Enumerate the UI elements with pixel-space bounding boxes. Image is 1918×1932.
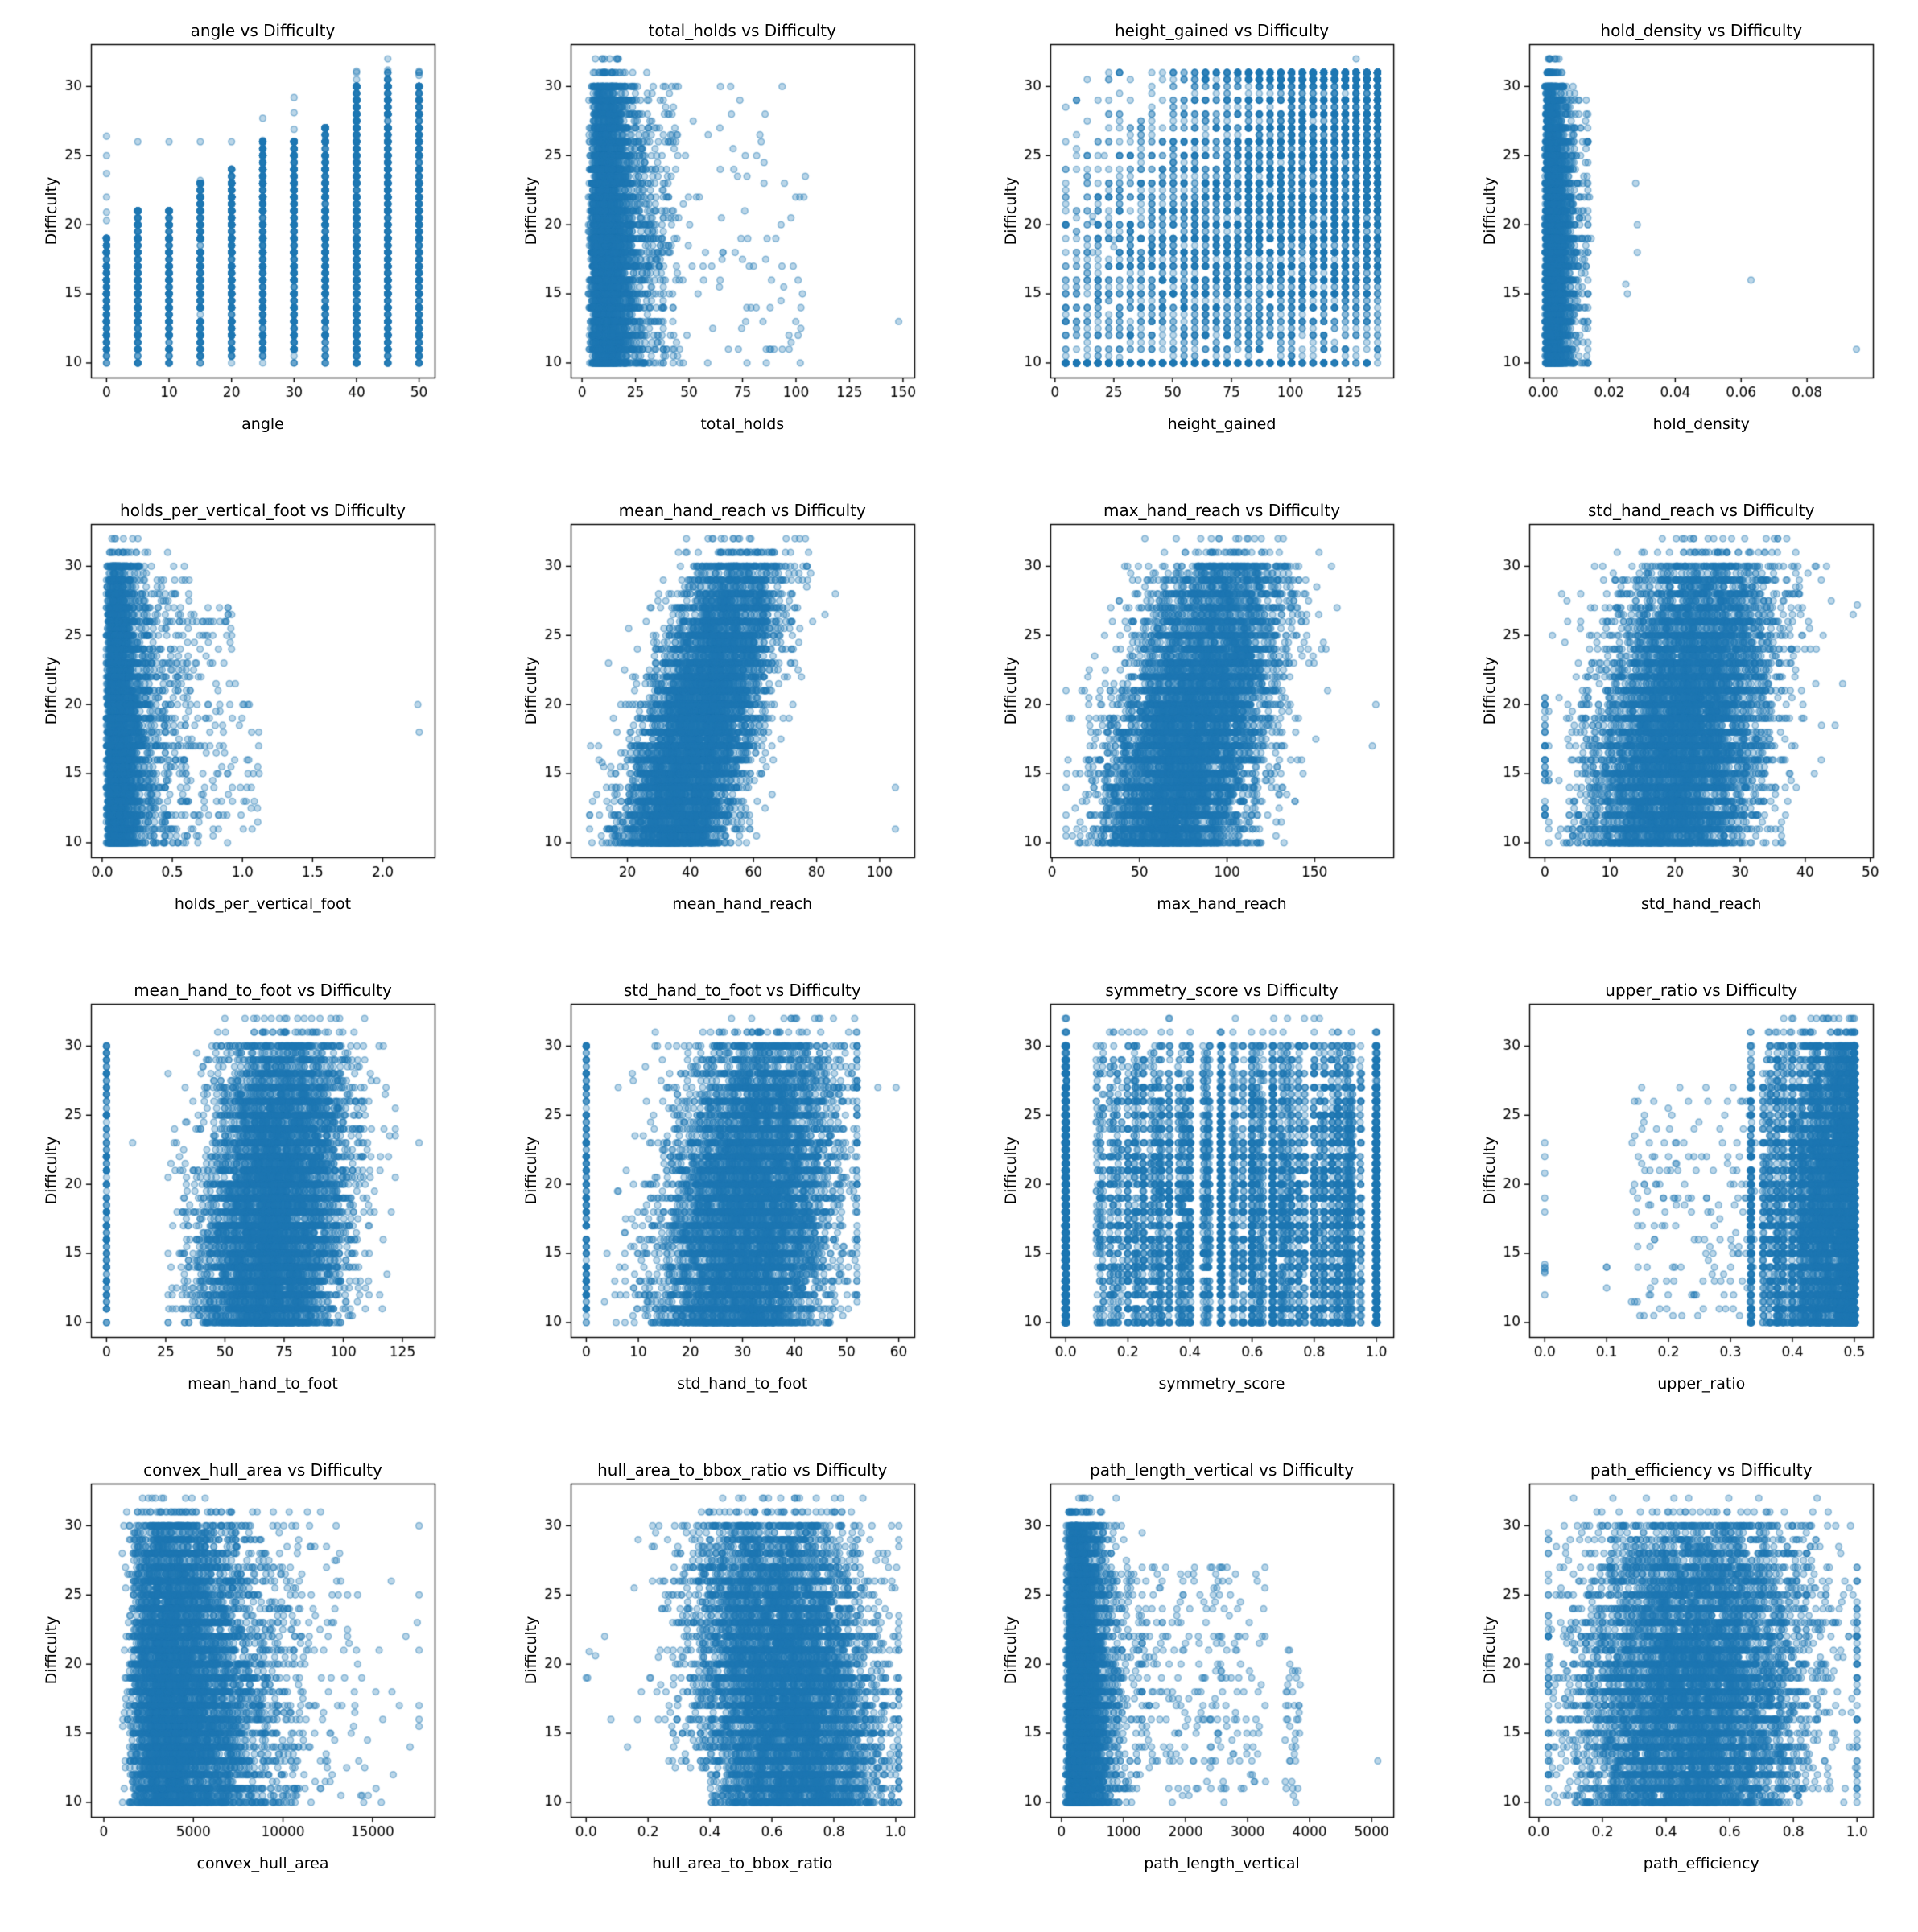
subplot-angle: angle vs Difficulty angle Difficulty (32, 13, 512, 493)
scatter-canvas-total-holds (511, 13, 992, 493)
x-axis-label: holds_per_vertical_foot (174, 895, 352, 913)
x-axis-label: max_hand_reach (1157, 895, 1287, 913)
scatter-canvas-std-hand-to-foot (511, 972, 992, 1452)
subplot-total-holds: total_holds vs Difficulty total_holds Di… (511, 13, 992, 493)
subplot-height-gained: height_gained vs Difficulty height_gaine… (991, 13, 1471, 493)
subplot-path-efficiency: path_efficiency vs Difficulty path_effic… (1470, 1452, 1918, 1932)
plot-title: hull_area_to_bbox_ratio vs Difficulty (597, 1460, 888, 1480)
y-axis-label: Difficulty (1481, 176, 1499, 246)
plot-title: upper_ratio vs Difficulty (1605, 980, 1798, 1000)
scatter-canvas-height-gained (991, 13, 1471, 493)
plot-title: mean_hand_reach vs Difficulty (618, 501, 866, 520)
plot-title: std_hand_reach vs Difficulty (1588, 501, 1815, 520)
plot-title: symmetry_score vs Difficulty (1105, 980, 1338, 1000)
subplot-holds-per-vertical-foot: holds_per_vertical_foot vs Difficulty ho… (32, 493, 512, 972)
y-axis-label: Difficulty (1481, 656, 1499, 725)
x-axis-label: hull_area_to_bbox_ratio (652, 1855, 833, 1872)
y-axis-label: Difficulty (43, 1616, 60, 1685)
scatter-canvas-mean-hand-to-foot (32, 972, 512, 1452)
subplot-max-hand-reach: max_hand_reach vs Difficulty max_hand_re… (991, 493, 1471, 972)
x-axis-label: angle (241, 415, 284, 433)
subplot-symmetry-score: symmetry_score vs Difficulty symmetry_sc… (991, 972, 1471, 1452)
subplot-mean-hand-to-foot: mean_hand_to_foot vs Difficulty mean_han… (32, 972, 512, 1452)
scatter-canvas-holds-per-vertical-foot (32, 493, 512, 972)
x-axis-label: std_hand_reach (1641, 895, 1762, 913)
scatter-canvas-hold-density (1470, 13, 1918, 493)
x-axis-label: mean_hand_to_foot (188, 1375, 338, 1393)
x-axis-label: path_length_vertical (1144, 1855, 1300, 1872)
x-axis-label: height_gained (1167, 415, 1277, 433)
y-axis-label: Difficulty (1001, 656, 1020, 725)
plot-title: mean_hand_to_foot vs Difficulty (134, 980, 392, 1000)
scatter-canvas-convex-hull-area (32, 1452, 512, 1932)
plot-title: angle vs Difficulty (190, 21, 336, 40)
y-axis-label: Difficulty (1481, 1616, 1499, 1685)
y-axis-label: Difficulty (1001, 1616, 1020, 1685)
plot-title: std_hand_to_foot vs Difficulty (623, 980, 861, 1000)
y-axis-label: Difficulty (522, 176, 540, 246)
y-axis-label: Difficulty (43, 656, 60, 725)
subplot-std-hand-to-foot: std_hand_to_foot vs Difficulty std_hand_… (511, 972, 992, 1452)
scatter-canvas-path-efficiency (1470, 1452, 1918, 1932)
plot-title: max_hand_reach vs Difficulty (1103, 501, 1341, 520)
y-axis-label: Difficulty (43, 176, 60, 246)
plot-title: path_length_vertical vs Difficulty (1090, 1460, 1354, 1480)
y-axis-label: Difficulty (522, 1616, 540, 1685)
scatter-canvas-upper-ratio (1470, 972, 1918, 1452)
scatter-canvas-symmetry-score (991, 972, 1471, 1452)
plot-title: total_holds vs Difficulty (648, 21, 837, 40)
plot-title: holds_per_vertical_foot vs Difficulty (120, 501, 406, 520)
subplot-mean-hand-reach: mean_hand_reach vs Difficulty mean_hand_… (511, 493, 992, 972)
x-axis-label: mean_hand_reach (672, 895, 813, 913)
x-axis-label: path_efficiency (1643, 1855, 1759, 1872)
y-axis-label: Difficulty (1001, 1136, 1020, 1205)
y-axis-label: Difficulty (522, 656, 540, 725)
scatter-canvas-hull-area-to-bbox-ratio (511, 1452, 992, 1932)
y-axis-label: Difficulty (522, 1136, 540, 1205)
subplot-convex-hull-area: convex_hull_area vs Difficulty convex_hu… (32, 1452, 512, 1932)
y-axis-label: Difficulty (1481, 1136, 1499, 1205)
plot-title: convex_hull_area vs Difficulty (143, 1460, 382, 1480)
y-axis-label: Difficulty (43, 1136, 60, 1205)
plot-title: path_efficiency vs Difficulty (1590, 1460, 1813, 1480)
scatter-canvas-angle (32, 13, 512, 493)
scatter-canvas-mean-hand-reach (511, 493, 992, 972)
scatter-canvas-path-length-vertical (991, 1452, 1471, 1932)
plot-title: height_gained vs Difficulty (1114, 21, 1330, 40)
scatter-canvas-max-hand-reach (991, 493, 1471, 972)
x-axis-label: std_hand_to_foot (677, 1375, 808, 1393)
subplot-hold-density: hold_density vs Difficulty hold_density … (1470, 13, 1918, 493)
x-axis-label: upper_ratio (1657, 1375, 1746, 1393)
scatter-canvas-std-hand-reach (1470, 493, 1918, 972)
subplot-path-length-vertical: path_length_vertical vs Difficulty path_… (991, 1452, 1471, 1932)
plot-title: hold_density vs Difficulty (1600, 21, 1803, 40)
x-axis-label: symmetry_score (1158, 1375, 1285, 1393)
x-axis-label: total_holds (700, 415, 785, 433)
y-axis-label: Difficulty (1001, 176, 1020, 246)
x-axis-label: hold_density (1652, 415, 1750, 433)
subplot-upper-ratio: upper_ratio vs Difficulty upper_ratio Di… (1470, 972, 1918, 1452)
subplot-std-hand-reach: std_hand_reach vs Difficulty std_hand_re… (1470, 493, 1918, 972)
x-axis-label: convex_hull_area (196, 1855, 329, 1872)
subplot-hull-area-to-bbox-ratio: hull_area_to_bbox_ratio vs Difficulty hu… (511, 1452, 992, 1932)
